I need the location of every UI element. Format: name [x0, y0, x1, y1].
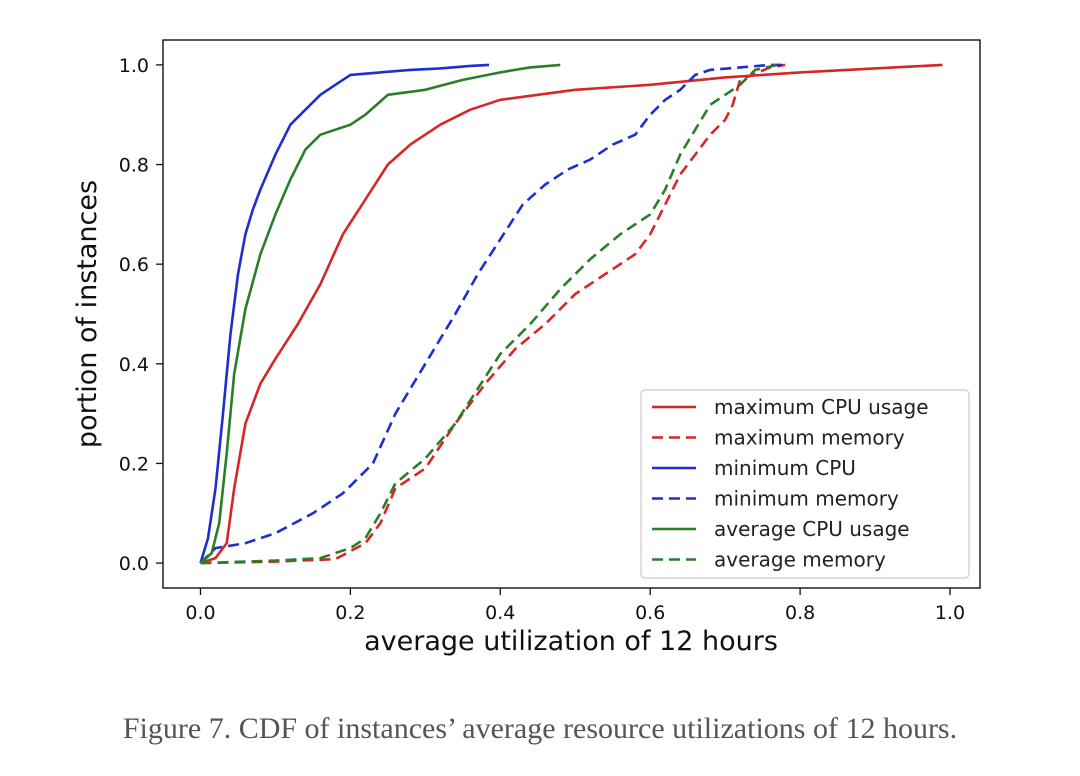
- x-tick-label: 0.2: [335, 602, 365, 624]
- y-axis-ticks: 0.0 0.2 0.4 0.6 0.8 1.0: [119, 55, 163, 575]
- series-line-maximum-memory: [200, 63, 786, 565]
- series-line-average-memory: [200, 63, 778, 565]
- series-line-minimum-memory: [199, 63, 786, 565]
- y-tick-label: 0.0: [119, 553, 149, 575]
- y-tick-label: 0.8: [119, 155, 149, 177]
- legend: maximum CPU usage maximum memory minimum C…: [640, 389, 970, 579]
- legend-label-maximum-memory: maximum memory: [714, 426, 905, 450]
- legend-label-minimum-memory: minimum memory: [714, 487, 899, 511]
- series-line-minimum-cpu: [199, 63, 490, 564]
- x-tick-label: 0.0: [185, 602, 215, 624]
- cdf-chart: 0.0 0.2 0.4 0.6 0.8 1.0 0.0 0.2 0.4 0.6 0.8 1.0 av…: [72, 39, 981, 657]
- y-axis-title: portion of instances: [72, 180, 103, 448]
- x-tick-label: 0.6: [635, 602, 665, 624]
- series-line-maximum-cpu-usage: [200, 63, 943, 565]
- x-tick-label: 0.4: [485, 602, 515, 624]
- x-axis-ticks: 0.0 0.2 0.4 0.6 0.8 1.0: [185, 588, 965, 624]
- y-tick-label: 0.4: [119, 354, 149, 376]
- series-line-average-cpu-usage: [199, 63, 561, 565]
- legend-label-average-memory: average memory: [714, 548, 886, 572]
- figure-caption: Figure 7. CDF of instances’ average reso…: [122, 712, 958, 745]
- series-layer: [199, 63, 943, 565]
- y-tick-label: 1.0: [119, 55, 149, 77]
- x-axis-title: average utilization of 12 hours: [364, 626, 778, 657]
- legend-label-minimum-cpu: minimum CPU: [714, 456, 856, 480]
- plot-frame: [162, 39, 981, 589]
- y-tick-label: 0.6: [119, 254, 149, 276]
- y-tick-label: 0.2: [119, 453, 149, 475]
- x-tick-label: 1.0: [935, 602, 965, 624]
- legend-label-maximum-cpu-usage: maximum CPU usage: [714, 395, 929, 419]
- legend-label-average-cpu-usage: average CPU usage: [714, 517, 910, 541]
- x-tick-label: 0.8: [785, 602, 815, 624]
- legend-box: [640, 389, 970, 579]
